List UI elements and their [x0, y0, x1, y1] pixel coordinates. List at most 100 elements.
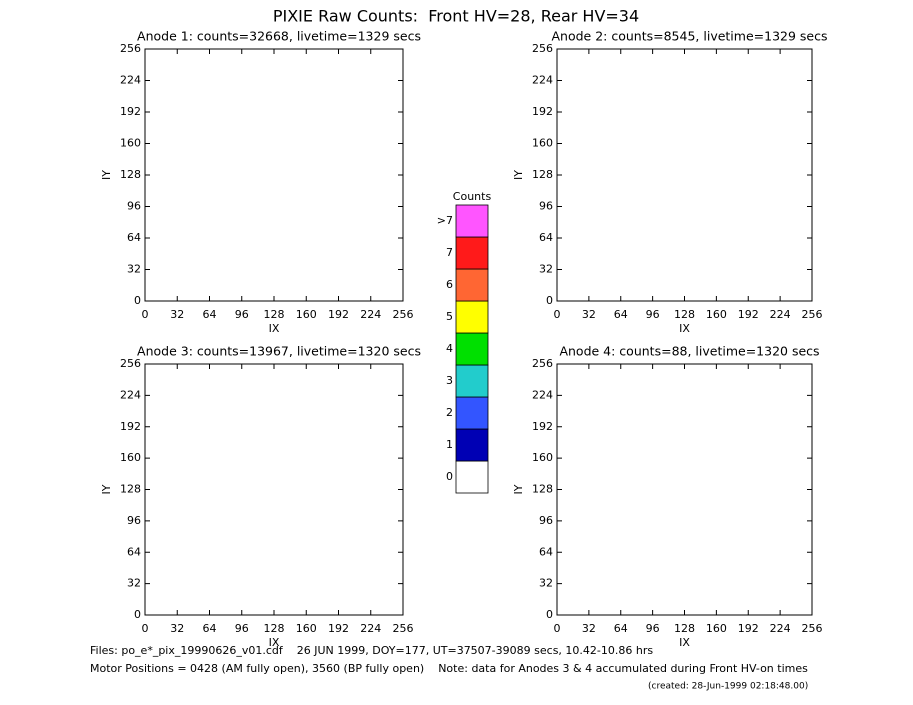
- colorbar-label: 3: [446, 374, 453, 387]
- x-tick-label: 0: [142, 308, 149, 321]
- y-tick-label: 128: [120, 483, 141, 496]
- panel-title: Anode 3: counts=13967, livetime=1320 sec…: [137, 344, 421, 359]
- y-tick-label: 64: [539, 231, 553, 244]
- y-tick-label: 160: [120, 451, 141, 464]
- colorbar-label: 2: [446, 406, 453, 419]
- y-tick-label: 160: [120, 137, 141, 150]
- y-tick-label: 160: [532, 137, 553, 150]
- x-axis-label: IX: [269, 322, 280, 335]
- y-tick-label: 32: [539, 263, 553, 276]
- x-tick-label: 128: [674, 622, 695, 635]
- panel-title: Anode 4: counts=88, livetime=1320 secs: [559, 344, 819, 359]
- y-tick-label: 128: [120, 168, 141, 181]
- x-tick-label: 32: [582, 622, 596, 635]
- y-tick-label: 128: [532, 483, 553, 496]
- y-tick-label: 256: [532, 42, 553, 55]
- x-tick-label: 256: [393, 622, 414, 635]
- y-tick-label: 224: [120, 74, 141, 87]
- x-tick-label: 192: [328, 622, 349, 635]
- y-tick-label: 64: [539, 545, 553, 558]
- x-tick-label: 224: [770, 622, 791, 635]
- y-tick-label: 0: [546, 608, 553, 621]
- y-tick-label: 0: [546, 294, 553, 307]
- colorbar-label: 7: [446, 246, 453, 259]
- x-tick-label: 64: [614, 308, 628, 321]
- x-tick-label: 32: [170, 308, 184, 321]
- y-tick-label: 64: [127, 545, 141, 558]
- colorbar-swatch: [455, 236, 489, 270]
- y-tick-label: 96: [127, 200, 141, 213]
- y-tick-label: 0: [134, 608, 141, 621]
- x-tick-label: 0: [142, 622, 149, 635]
- x-tick-label: 96: [646, 622, 660, 635]
- y-tick-label: 64: [127, 231, 141, 244]
- y-tick-label: 256: [532, 357, 553, 370]
- x-tick-label: 32: [582, 308, 596, 321]
- x-tick-label: 192: [328, 308, 349, 321]
- colorbar-label: 1: [446, 438, 453, 451]
- x-tick-label: 32: [170, 622, 184, 635]
- y-tick-label: 192: [532, 105, 553, 118]
- x-tick-label: 160: [706, 622, 727, 635]
- y-tick-label: 192: [120, 105, 141, 118]
- x-tick-label: 224: [360, 622, 381, 635]
- colorbar-title: Counts: [453, 190, 492, 203]
- x-axis-label: IX: [679, 636, 690, 649]
- y-tick-label: 224: [532, 388, 553, 401]
- colorbar-swatch: [455, 396, 489, 430]
- x-tick-label: 160: [296, 308, 317, 321]
- y-tick-label: 32: [127, 577, 141, 590]
- x-tick-label: 192: [738, 622, 759, 635]
- colorbar-swatch: [455, 268, 489, 302]
- y-axis-label: IY: [512, 170, 525, 180]
- footer-motor: Motor Positions = 0428 (AM fully open), …: [90, 662, 808, 675]
- y-tick-label: 224: [120, 388, 141, 401]
- colorbar-swatch: [455, 428, 489, 462]
- x-tick-label: 128: [264, 308, 285, 321]
- colorbar-label: 5: [446, 310, 453, 323]
- x-axis-label: IX: [269, 636, 280, 649]
- x-tick-label: 224: [360, 308, 381, 321]
- x-tick-label: 160: [706, 308, 727, 321]
- y-tick-label: 128: [532, 168, 553, 181]
- y-tick-label: 256: [120, 357, 141, 370]
- x-tick-label: 96: [235, 622, 249, 635]
- page-title: PIXIE Raw Counts: Front HV=28, Rear HV=3…: [273, 7, 639, 26]
- y-tick-label: 32: [127, 263, 141, 276]
- y-tick-label: 224: [532, 74, 553, 87]
- y-tick-label: 96: [539, 200, 553, 213]
- y-tick-label: 256: [120, 42, 141, 55]
- x-tick-label: 0: [554, 308, 561, 321]
- y-tick-label: 96: [127, 514, 141, 527]
- panel-title: Anode 1: counts=32668, livetime=1329 sec…: [137, 29, 421, 44]
- x-tick-label: 96: [646, 308, 660, 321]
- x-tick-label: 192: [738, 308, 759, 321]
- x-tick-label: 64: [614, 622, 628, 635]
- colorbar-swatch: [455, 332, 489, 366]
- colorbar-swatch: [455, 300, 489, 334]
- x-tick-label: 128: [264, 622, 285, 635]
- y-tick-label: 0: [134, 294, 141, 307]
- x-axis-label: IX: [679, 322, 690, 335]
- y-axis-label: IY: [512, 484, 525, 494]
- colorbar-swatch: [455, 460, 489, 494]
- footer-created: (created: 28-Jun-1999 02:18:48.00): [648, 682, 808, 692]
- x-tick-label: 160: [296, 622, 317, 635]
- y-tick-label: 32: [539, 577, 553, 590]
- panel-title: Anode 2: counts=8545, livetime=1329 secs: [552, 29, 828, 44]
- y-tick-label: 160: [532, 451, 553, 464]
- x-tick-label: 0: [554, 622, 561, 635]
- x-tick-label: 64: [203, 308, 217, 321]
- x-tick-label: 96: [235, 308, 249, 321]
- y-tick-label: 96: [539, 514, 553, 527]
- x-tick-label: 256: [393, 308, 414, 321]
- y-tick-label: 192: [120, 420, 141, 433]
- y-axis-label: IY: [100, 170, 113, 180]
- colorbar-label: 0: [446, 470, 453, 483]
- colorbar-swatch: [455, 204, 489, 238]
- x-tick-label: 256: [802, 308, 823, 321]
- y-tick-label: 192: [532, 420, 553, 433]
- colorbar-label: 4: [446, 342, 453, 355]
- colorbar-swatch: [455, 364, 489, 398]
